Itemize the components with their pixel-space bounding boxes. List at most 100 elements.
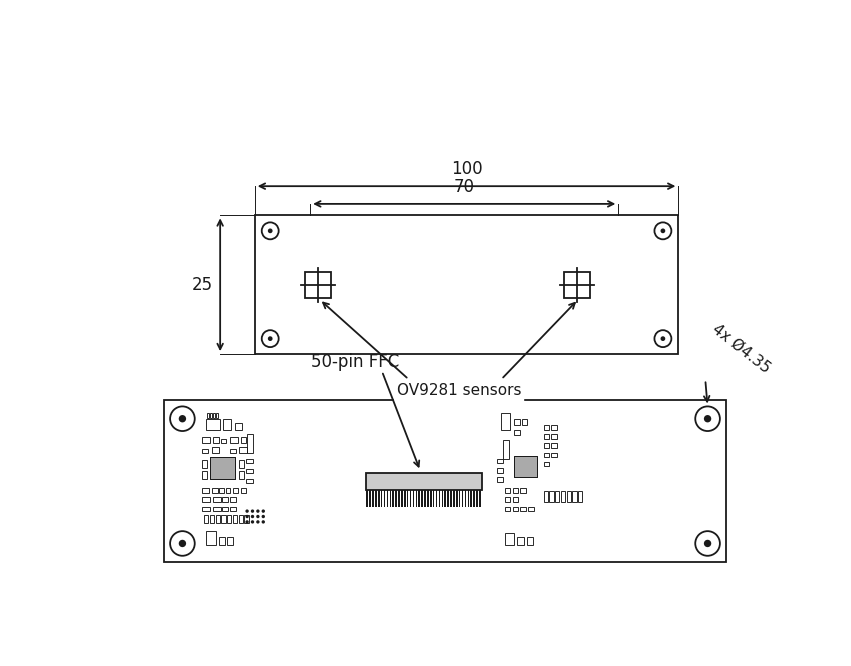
Bar [246,459,254,464]
Text: 50-pin FFC: 50-pin FFC [311,353,399,371]
Circle shape [660,336,665,341]
Bar [527,537,533,545]
Bar [221,439,226,443]
Bar [513,498,518,502]
Bar [233,488,238,493]
Bar [424,490,426,507]
Bar [410,490,411,507]
Bar [305,272,331,298]
Bar [247,434,254,453]
Bar [567,491,571,502]
Bar [203,507,210,511]
Bar [227,537,233,545]
Bar [386,490,388,507]
Bar [514,456,537,478]
Text: 4x Ø4.35: 4x Ø4.35 [709,321,773,376]
Text: 100: 100 [451,161,483,178]
Bar [230,507,236,511]
Circle shape [179,539,186,547]
Bar [212,488,218,493]
Bar [517,537,523,545]
Bar [214,507,221,511]
Bar [369,490,371,507]
Bar [544,491,548,502]
Bar [407,490,408,507]
Bar [396,490,397,507]
Bar [563,272,590,298]
Bar [555,491,559,502]
Bar [246,469,254,474]
Circle shape [256,520,260,523]
Bar [209,515,214,523]
Circle shape [704,539,711,547]
Bar [551,434,557,439]
Bar [223,419,231,430]
Bar [367,473,482,490]
Bar [207,414,209,418]
Bar [436,490,437,507]
Bar [521,507,526,511]
Circle shape [256,509,260,513]
Bar [392,490,394,507]
Bar [203,460,207,468]
Bar [544,425,549,430]
Bar [444,490,446,507]
Bar [214,437,219,443]
Bar [505,498,511,502]
Bar [241,437,246,443]
Bar [505,533,514,545]
Bar [239,471,244,479]
Circle shape [261,515,265,518]
Bar [497,459,503,464]
Bar [433,490,435,507]
Bar [206,419,220,430]
Text: 25: 25 [191,276,213,294]
Bar [210,458,235,479]
Circle shape [251,515,254,518]
Bar [465,490,466,507]
Bar [221,515,226,523]
Bar [505,507,511,511]
Bar [203,449,208,453]
Bar [244,515,248,523]
Bar [246,479,254,484]
Text: 70: 70 [454,178,475,196]
Bar [471,490,472,507]
Bar [442,490,443,507]
Bar [375,490,377,507]
Bar [419,490,420,507]
Bar [450,490,452,507]
Text: OV9281 sensors: OV9281 sensors [397,384,521,398]
Circle shape [179,415,186,422]
Bar [413,490,414,507]
Circle shape [261,520,265,523]
Bar [230,449,236,453]
Bar [550,491,553,502]
Bar [227,515,231,523]
Bar [513,507,518,511]
Bar [164,400,726,562]
Bar [513,488,518,493]
Bar [215,515,220,523]
Bar [544,453,549,458]
Bar [453,490,454,507]
Bar [505,488,511,493]
Bar [479,490,481,507]
Bar [514,420,520,425]
Bar [203,488,208,493]
Bar [219,537,225,545]
Bar [398,490,400,507]
Bar [235,422,243,430]
Bar [497,468,503,473]
Bar [216,414,218,418]
Bar [214,414,215,418]
Bar [514,456,537,478]
Bar [528,507,534,511]
Bar [551,453,557,458]
Bar [214,498,221,502]
Bar [203,498,210,502]
Bar [467,490,469,507]
Bar [210,414,212,418]
Bar [521,488,526,493]
Bar [473,490,475,507]
